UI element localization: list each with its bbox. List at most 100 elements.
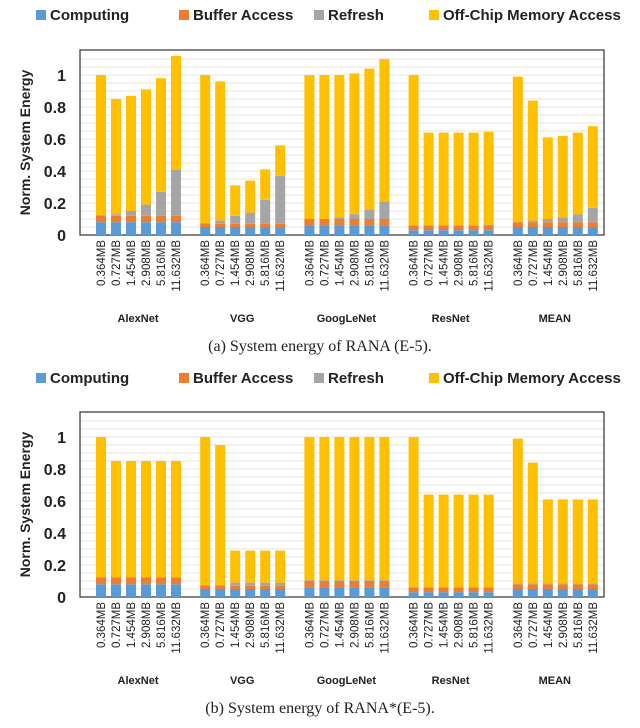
x-tick-label: 2.908MB: [141, 240, 153, 286]
group-label: MEAN: [539, 313, 571, 325]
legend-item-offchip: Off-Chip Memory Access: [429, 7, 621, 24]
bar-buffer-access: [527, 584, 538, 589]
bar-off-chip-memory-access: [438, 132, 449, 226]
bar-off-chip-memory-access: [423, 494, 434, 588]
bar-computing: [453, 592, 464, 597]
x-tick-label: 5.816MB: [156, 240, 168, 286]
bar-buffer-access: [230, 223, 241, 227]
offchip-swatch: [429, 373, 439, 383]
x-tick-label: 11.632MB: [275, 602, 287, 654]
bar-computing: [423, 592, 434, 597]
bar-refresh: [171, 577, 181, 578]
bar-computing: [468, 592, 479, 597]
bar-buffer-access: [438, 225, 449, 231]
group-label: AlexNet: [118, 313, 159, 325]
bar-buffer-access: [334, 219, 345, 226]
bar-buffer-access: [111, 215, 121, 223]
bar-computing: [587, 589, 598, 597]
bar-buffer-access: [126, 577, 136, 585]
x-tick-label: 0.364MB: [409, 602, 421, 648]
x-tick-label: 2.908MB: [245, 240, 257, 286]
bar-refresh: [126, 211, 136, 216]
bar-off-chip-memory-access: [349, 437, 360, 581]
buffer-swatch: [179, 10, 189, 20]
bar-computing: [483, 230, 494, 235]
bar-buffer-access: [423, 225, 434, 231]
x-tick-label: 0.727MB: [424, 602, 436, 648]
y-tick-label: 0.6: [44, 494, 66, 511]
bar-off-chip-memory-access: [215, 81, 226, 221]
bar-buffer-access: [512, 222, 523, 227]
x-tick-label: 5.816MB: [469, 240, 481, 286]
bar-computing: [275, 227, 286, 235]
bar-computing: [364, 587, 375, 597]
bar-computing: [126, 584, 136, 597]
bar-refresh: [572, 583, 583, 585]
bar-off-chip-memory-access: [319, 75, 330, 219]
bar-refresh: [542, 583, 553, 585]
bar-computing: [126, 222, 136, 235]
bar-buffer-access: [408, 225, 419, 231]
group-label: ResNet: [432, 313, 470, 325]
bar-off-chip-memory-access: [141, 461, 151, 577]
bar-buffer-access: [527, 222, 538, 227]
x-tick-label: 2.908MB: [558, 602, 570, 648]
x-tick-label: 0.364MB: [513, 602, 525, 648]
bar-buffer-access: [200, 585, 211, 589]
bar-off-chip-memory-access: [349, 73, 360, 215]
group-label: GoogLeNet: [317, 675, 377, 687]
bar-off-chip-memory-access: [171, 55, 181, 170]
bar-refresh: [587, 583, 598, 585]
bar-buffer-access: [364, 219, 375, 226]
bar-computing: [423, 230, 434, 235]
bar-buffer-access: [483, 587, 494, 593]
bar-off-chip-memory-access: [230, 550, 241, 583]
bar-refresh: [527, 220, 538, 223]
legend-item-buffer: Buffer Access: [179, 7, 293, 24]
x-tick-label: 5.816MB: [469, 602, 481, 648]
x-tick-label: 0.364MB: [304, 240, 316, 286]
bar-computing: [230, 589, 241, 597]
bar-refresh: [215, 585, 226, 586]
x-tick-label: 11.632MB: [484, 240, 496, 292]
bar-off-chip-memory-access: [319, 437, 330, 581]
bar-computing: [379, 225, 390, 235]
legend-label: Refresh: [328, 370, 384, 387]
computing-swatch: [36, 10, 46, 20]
bar-computing: [572, 227, 583, 235]
bar-buffer-access: [171, 215, 181, 223]
bar-off-chip-memory-access: [215, 445, 226, 585]
bar-buffer-access: [96, 215, 106, 223]
bar-computing: [111, 222, 121, 235]
bar-refresh: [111, 214, 121, 216]
bar-refresh: [527, 583, 538, 585]
x-tick-label: 1.454MB: [230, 240, 242, 286]
bar-computing: [200, 589, 211, 597]
bar-off-chip-memory-access: [230, 185, 241, 216]
y-tick-label: 0.4: [44, 526, 66, 543]
x-tick-label: 0.727MB: [319, 602, 331, 648]
legend-label: Buffer Access: [193, 7, 294, 24]
legend-label: Off-Chip Memory Access: [443, 7, 621, 24]
bar-computing: [557, 589, 568, 597]
bar-refresh: [275, 175, 286, 224]
bar-computing: [334, 225, 345, 235]
x-tick-label: 1.454MB: [543, 602, 555, 648]
x-tick-label: 2.908MB: [349, 240, 361, 286]
bar-computing: [319, 587, 330, 597]
bar-refresh: [379, 201, 390, 219]
bar-computing: [408, 592, 419, 597]
bar-computing: [453, 230, 464, 235]
bar-off-chip-memory-access: [260, 169, 271, 200]
y-tick-label: 0.2: [44, 558, 66, 575]
bar-refresh: [96, 577, 106, 578]
bar-off-chip-memory-access: [171, 461, 181, 577]
x-tick-label: 5.816MB: [364, 602, 376, 648]
x-tick-label: 0.364MB: [200, 240, 212, 286]
legend-label: Computing: [50, 370, 130, 387]
x-tick-label: 2.908MB: [558, 240, 570, 286]
bar-computing: [364, 225, 375, 235]
bar-off-chip-memory-access: [275, 550, 286, 583]
bar-computing: [245, 589, 256, 597]
bar-refresh: [349, 580, 360, 581]
